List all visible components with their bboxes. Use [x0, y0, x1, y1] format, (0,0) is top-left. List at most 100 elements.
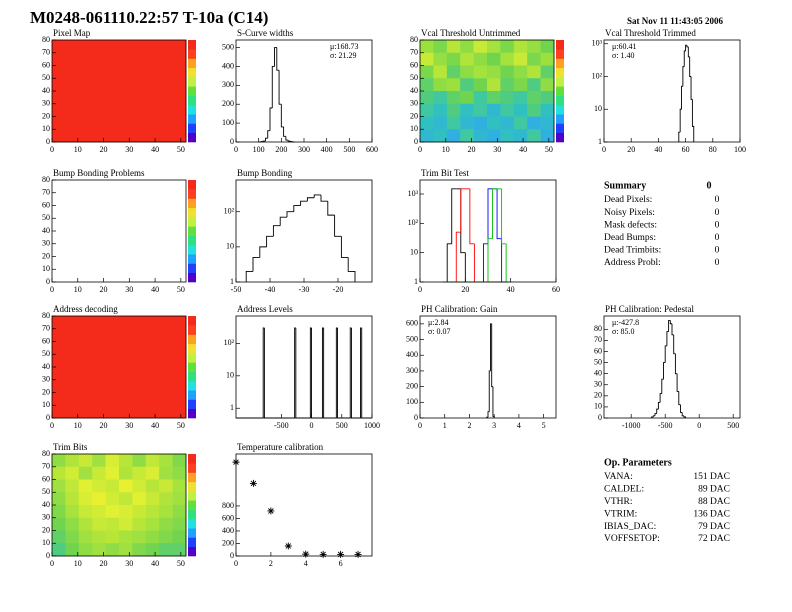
heatmap-cell — [420, 52, 434, 66]
colorbar-segment — [556, 86, 564, 96]
y-tick-label: 30 — [42, 513, 50, 522]
parameter-value: 88 DAC — [698, 497, 730, 507]
heatmap-cell — [159, 479, 173, 493]
plot-frame — [235, 315, 373, 419]
heatmap-cell — [460, 91, 474, 105]
y-tick-label: 20 — [42, 111, 50, 120]
heatmap-cell — [65, 454, 80, 468]
heatmap-cell — [119, 505, 133, 519]
panel-title: Address decoding — [53, 304, 118, 314]
x-tick-label: 2 — [269, 559, 273, 568]
heatmap-cell — [92, 479, 106, 493]
parameters: Op. Parameters VANA: 151 DAC CALDEL: 89 DAC V… — [604, 457, 730, 544]
summary-count: 0 — [707, 180, 712, 191]
heatmap-cell — [433, 116, 448, 130]
y-tick-label: 400 — [222, 61, 234, 70]
histogram-bin — [271, 65, 275, 108]
heatmap-cell — [52, 530, 66, 544]
x-tick-label: 0 — [234, 559, 238, 568]
y-tick-label: 10³ — [592, 39, 603, 48]
heatmap-cell — [433, 129, 448, 143]
x-tick-label: 80 — [709, 145, 717, 154]
histogram-bin — [674, 353, 678, 375]
heatmap-cell — [420, 116, 434, 130]
y-tick-label: 60 — [42, 60, 50, 69]
colorbar-segment — [188, 491, 196, 501]
heatmap-cell — [172, 543, 187, 557]
parameter-label: VTRIM: — [604, 509, 637, 519]
stats-line: μ:-427.8 — [612, 318, 639, 327]
colorbar-segment — [556, 114, 564, 124]
heatmap-cell — [487, 65, 501, 79]
heatmap-cell — [159, 492, 173, 506]
heatmap-cell — [460, 78, 474, 92]
colorbar-segment — [188, 49, 196, 59]
x-tick-label: 0 — [310, 421, 314, 430]
heatmap-cell — [500, 40, 515, 54]
colorbar-segment — [188, 343, 196, 354]
colorbar-segment — [188, 380, 196, 391]
y-tick-label: 10² — [408, 218, 419, 227]
y-tick-label: 70 — [42, 188, 50, 197]
heatmap-cell — [433, 65, 448, 79]
y-tick-label: 600 — [222, 513, 234, 522]
x-tick-label: 20 — [468, 145, 476, 154]
histogram-bin — [361, 327, 372, 419]
heatmap-cell — [105, 466, 120, 480]
x-tick-label: 10 — [442, 145, 450, 154]
x-tick-label: 50 — [177, 285, 185, 294]
parameter-value: 79 DAC — [698, 522, 730, 532]
histogram-bin — [678, 131, 681, 142]
y-tick-label: 100 — [222, 118, 234, 127]
y-tick-label: 10 — [42, 400, 50, 409]
colorbar-segment — [188, 217, 196, 227]
panel-title: Bump Bonding — [237, 168, 293, 178]
histogram-bin — [487, 188, 493, 244]
x-tick-label: 30 — [125, 421, 133, 430]
y-tick-label: 20 — [42, 251, 50, 260]
histogram-bin — [278, 70, 282, 105]
panel-title: Bump Bonding Problems — [53, 168, 145, 178]
heatmap-cell — [105, 479, 120, 493]
heatmap-cell — [473, 103, 488, 117]
heatmap-cell — [433, 103, 448, 117]
heatmap-cell — [527, 40, 541, 54]
summary-value: 0 — [715, 258, 720, 268]
histogram-bin — [666, 331, 669, 346]
heatmap-cell — [487, 40, 501, 54]
x-tick-label: 100 — [734, 145, 746, 154]
x-tick-label: 0 — [602, 145, 606, 154]
x-tick-label: 500 — [727, 421, 739, 430]
summary-value: 0 — [715, 208, 720, 218]
y-tick-label: 10² — [224, 207, 235, 216]
heatmap-cell — [92, 530, 106, 544]
histogram-bin — [487, 411, 490, 418]
y-tick-label: 200 — [222, 99, 234, 108]
heatmap-cell — [105, 492, 120, 506]
colorbar-segment — [556, 95, 564, 106]
heatmap-cell — [92, 492, 106, 506]
y-tick-label: 60 — [410, 60, 418, 69]
colorbar-segment — [188, 86, 196, 96]
histogram-bin — [451, 188, 457, 244]
heatmap-cell — [145, 517, 160, 531]
heatmap-cell — [145, 454, 160, 468]
panel: S-Curve widths 0 100 200 300 400 500 600 0 100 200… — [222, 28, 378, 154]
colorbar-segment — [188, 132, 196, 143]
histogram-bin — [300, 200, 308, 206]
colorbar-segment — [556, 123, 564, 134]
heatmap-cell — [172, 479, 187, 493]
summary-value: 0 — [715, 233, 720, 243]
heatmap-cell — [65, 505, 80, 519]
histogram-bin — [490, 323, 492, 371]
y-tick-label: 20 — [410, 111, 418, 120]
heatmap-cell — [540, 91, 555, 105]
histogram-bin — [323, 327, 337, 419]
histogram-bin — [680, 404, 683, 413]
parameter-label: VTHR: — [604, 497, 633, 507]
histogram-bin — [686, 45, 689, 48]
summary-value: 0 — [715, 220, 720, 230]
x-tick-label: 20 — [100, 145, 108, 154]
histogram-bin — [689, 56, 692, 77]
heatmap-cell — [513, 129, 528, 143]
